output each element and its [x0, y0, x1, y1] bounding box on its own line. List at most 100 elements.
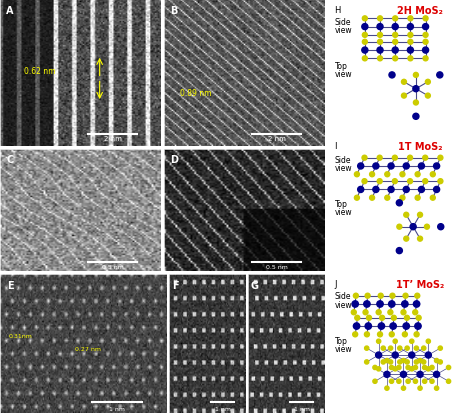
Text: Side: Side [335, 155, 351, 164]
Circle shape [377, 156, 382, 161]
Text: B: B [170, 6, 178, 16]
Circle shape [422, 379, 427, 383]
Text: G: G [251, 280, 259, 290]
Circle shape [385, 196, 390, 201]
Circle shape [415, 294, 420, 299]
Circle shape [378, 40, 383, 45]
Circle shape [418, 237, 422, 242]
Circle shape [447, 379, 451, 383]
Circle shape [389, 301, 395, 307]
Circle shape [408, 40, 413, 45]
Circle shape [389, 346, 392, 350]
Circle shape [401, 94, 406, 99]
Text: C: C [7, 154, 14, 164]
Text: view: view [335, 70, 352, 79]
Circle shape [426, 367, 430, 371]
Circle shape [410, 224, 416, 230]
Circle shape [376, 339, 381, 344]
Circle shape [398, 360, 402, 364]
Circle shape [377, 24, 383, 31]
Circle shape [362, 17, 367, 22]
Circle shape [362, 40, 367, 45]
Text: Side: Side [335, 292, 351, 301]
Text: A: A [7, 6, 14, 16]
Circle shape [423, 40, 428, 45]
Circle shape [418, 386, 422, 390]
Circle shape [381, 346, 385, 350]
Circle shape [370, 172, 374, 177]
Circle shape [388, 187, 394, 193]
Text: view: view [335, 344, 352, 353]
Circle shape [396, 200, 402, 206]
Text: Top: Top [335, 62, 347, 71]
Circle shape [413, 379, 418, 383]
Text: view: view [335, 300, 352, 309]
Circle shape [414, 332, 419, 337]
Circle shape [430, 366, 434, 370]
Text: J: J [335, 280, 337, 288]
Circle shape [438, 179, 443, 184]
Circle shape [365, 346, 369, 350]
Circle shape [404, 213, 409, 218]
Circle shape [352, 301, 358, 307]
Circle shape [434, 371, 440, 377]
Circle shape [401, 301, 408, 307]
Circle shape [438, 224, 444, 230]
Circle shape [400, 172, 405, 177]
Circle shape [355, 172, 359, 177]
Circle shape [393, 33, 398, 38]
Circle shape [402, 332, 407, 337]
Circle shape [392, 156, 397, 161]
Circle shape [413, 301, 420, 307]
Circle shape [414, 360, 419, 364]
Circle shape [358, 187, 364, 193]
Circle shape [437, 73, 443, 79]
Circle shape [362, 179, 367, 184]
Circle shape [422, 48, 428, 54]
Circle shape [373, 379, 377, 383]
Text: 0.62 nm: 0.62 nm [24, 66, 55, 75]
Circle shape [362, 33, 367, 38]
Circle shape [385, 386, 389, 390]
Circle shape [407, 24, 413, 31]
Circle shape [393, 40, 398, 45]
Circle shape [430, 379, 434, 383]
Text: 2 nm: 2 nm [104, 136, 121, 142]
Circle shape [397, 379, 401, 383]
Text: Top: Top [335, 336, 347, 345]
Circle shape [385, 358, 389, 363]
Text: Top: Top [335, 199, 347, 209]
Circle shape [354, 323, 360, 330]
Circle shape [406, 366, 410, 370]
Circle shape [408, 57, 413, 62]
Text: 0.5 nm: 0.5 nm [101, 264, 123, 269]
Circle shape [413, 366, 418, 370]
Circle shape [389, 332, 394, 337]
Circle shape [378, 332, 383, 337]
Circle shape [422, 366, 427, 370]
Circle shape [388, 310, 393, 315]
Circle shape [393, 339, 397, 344]
Circle shape [376, 367, 381, 371]
Circle shape [389, 360, 392, 364]
Text: 0.5 nm: 0.5 nm [265, 264, 287, 269]
Circle shape [373, 164, 379, 170]
Circle shape [435, 386, 439, 390]
Text: 1T MoS₂: 1T MoS₂ [398, 142, 442, 152]
Circle shape [380, 316, 384, 320]
Text: 0.27 nm: 0.27 nm [75, 347, 101, 351]
Circle shape [373, 187, 379, 193]
Circle shape [378, 294, 383, 299]
Text: F: F [172, 280, 178, 290]
Circle shape [362, 57, 367, 62]
Circle shape [413, 101, 419, 106]
Text: 0.89 nm: 0.89 nm [180, 88, 211, 97]
Circle shape [413, 114, 419, 120]
Circle shape [401, 386, 406, 390]
Circle shape [393, 17, 398, 22]
Circle shape [358, 164, 364, 170]
Circle shape [404, 316, 410, 320]
Circle shape [413, 86, 419, 93]
Circle shape [423, 156, 428, 161]
Circle shape [421, 360, 426, 364]
